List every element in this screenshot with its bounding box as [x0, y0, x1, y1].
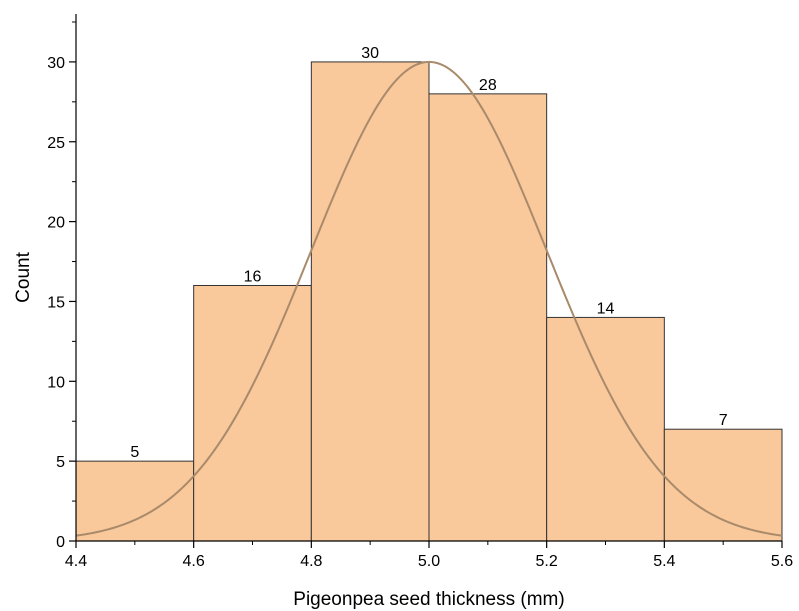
bar-value-label: 5 [130, 444, 139, 461]
bar-value-label: 28 [479, 77, 497, 94]
histogram-bar [428, 93, 548, 542]
x-tick-label: 4.6 [183, 553, 205, 570]
x-tick-label: 5.4 [653, 553, 675, 570]
y-tick-label: 5 [56, 454, 65, 471]
y-tick-label: 0 [56, 534, 65, 551]
x-tick-label: 5.2 [536, 553, 558, 570]
x-axis-title: Pigeonpea seed thickness (mm) [293, 589, 564, 610]
y-tick-label: 25 [47, 135, 65, 152]
y-tick-label: 15 [47, 294, 65, 311]
normal-fit-curve [75, 60, 783, 537]
bar-labels-group: 5 16 30 28 14 7 [130, 45, 727, 461]
x-tick-label: 5.0 [418, 553, 440, 570]
y-tick-label: 20 [47, 215, 65, 232]
bar-value-label: 14 [597, 300, 615, 317]
x-tick-label: 5.6 [771, 553, 793, 570]
histogram-bar [310, 61, 430, 542]
x-tick-label: 4.4 [65, 553, 87, 570]
axes-group: 4.4 4.6 4.8 5.0 5.2 5.4 5.6 0 5 10 15 20 25 30 [47, 14, 793, 570]
histogram-bar [193, 284, 312, 542]
bar-value-label: 16 [244, 268, 262, 285]
x-tick-label: 4.8 [300, 553, 322, 570]
bar-value-label: 30 [361, 45, 379, 62]
histogram-bar [546, 316, 665, 542]
bars-group [75, 61, 783, 542]
y-axis-title: Count [13, 251, 34, 302]
histogram-bar [75, 460, 195, 542]
bar-value-label: 7 [719, 412, 728, 429]
histogram-bar [663, 428, 783, 542]
y-tick-label: 30 [47, 55, 65, 72]
y-tick-label: 10 [47, 374, 65, 391]
